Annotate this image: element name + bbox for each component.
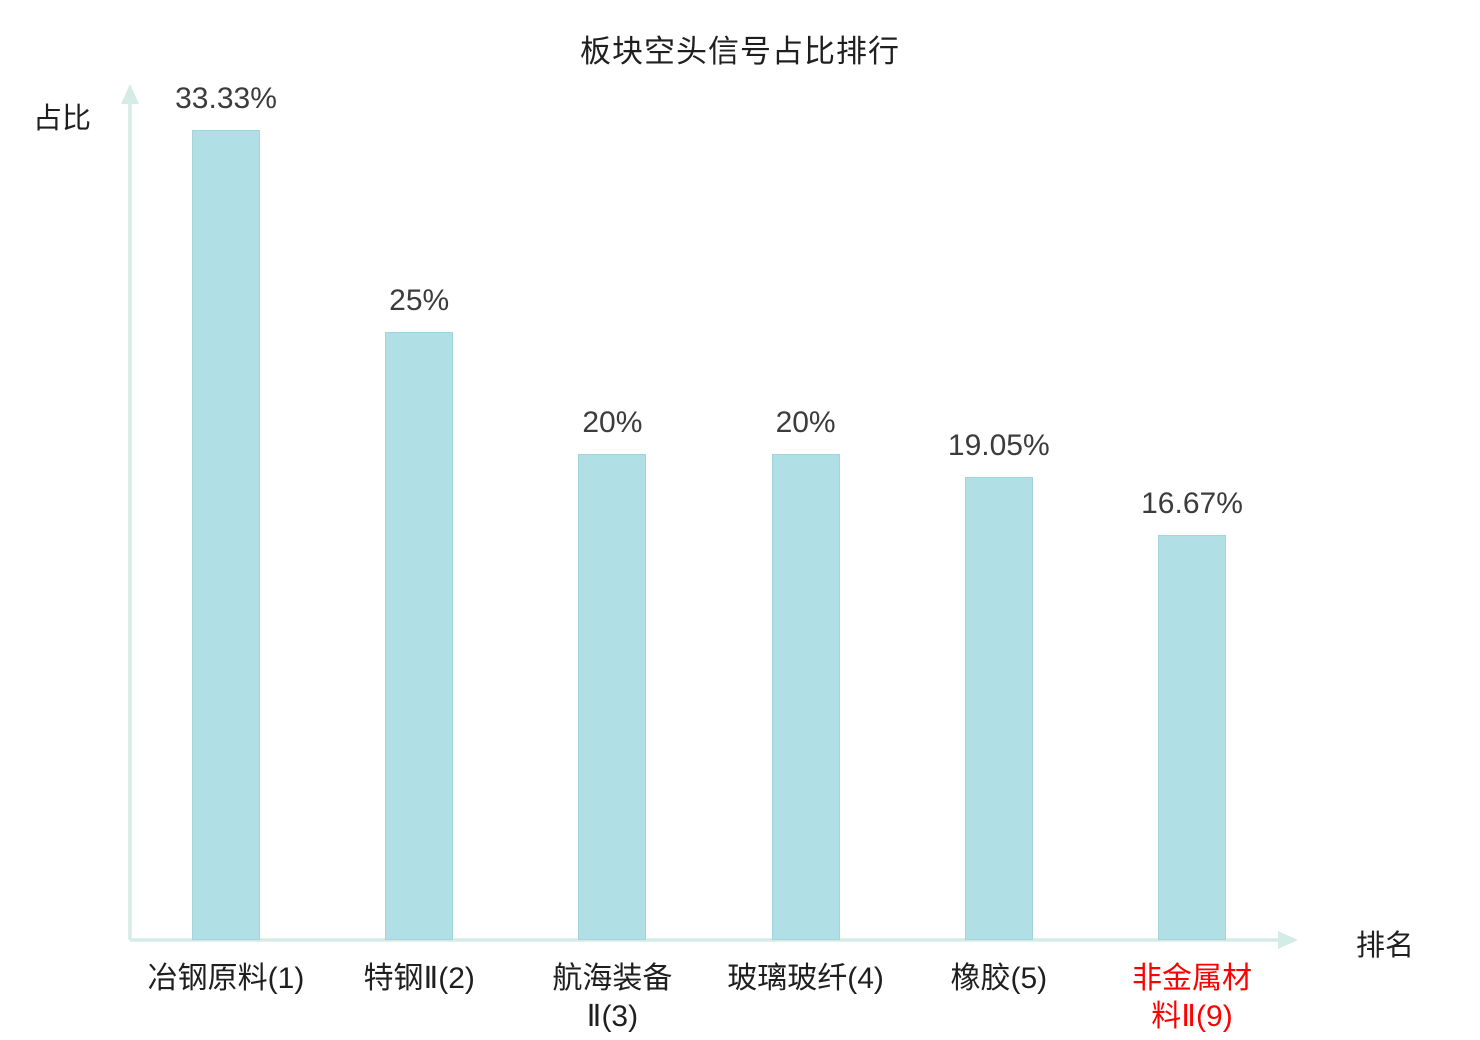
category-label-5: 橡胶(5) (950, 962, 1048, 995)
value-label-3: 20% (582, 405, 643, 439)
value-label-6: 16.67% (1141, 486, 1243, 520)
bar-2 (385, 332, 454, 940)
bar-1 (192, 130, 260, 940)
value-label-5: 19.05% (947, 429, 1050, 463)
y-axis-label: 占比 (33, 103, 92, 135)
value-label-2: 25% (389, 284, 450, 318)
value-label-4: 20% (775, 405, 836, 439)
value-label-1: 33.33% (175, 82, 277, 115)
x-axis-arrow-icon (1278, 931, 1298, 949)
bar-5 (964, 477, 1033, 940)
bar-3 (578, 453, 647, 940)
bar-6 (1158, 534, 1226, 940)
x-axis-label: 排名 (1356, 930, 1415, 962)
chart-title: 板块空头信号占比排行 (580, 34, 900, 69)
category-label-4: 玻璃玻纤(4) (727, 962, 884, 995)
category-label-2: 特钢Ⅱ(2) (363, 962, 475, 995)
category-label-1: 冶钢原料(1) (147, 962, 305, 995)
y-axis-arrow-icon (121, 84, 139, 104)
bar-4 (771, 453, 840, 940)
category-label-3: 航海装备 Ⅱ(3) (552, 962, 673, 1033)
category-label-6: 非金属材 料Ⅱ(9) (1132, 962, 1252, 1033)
